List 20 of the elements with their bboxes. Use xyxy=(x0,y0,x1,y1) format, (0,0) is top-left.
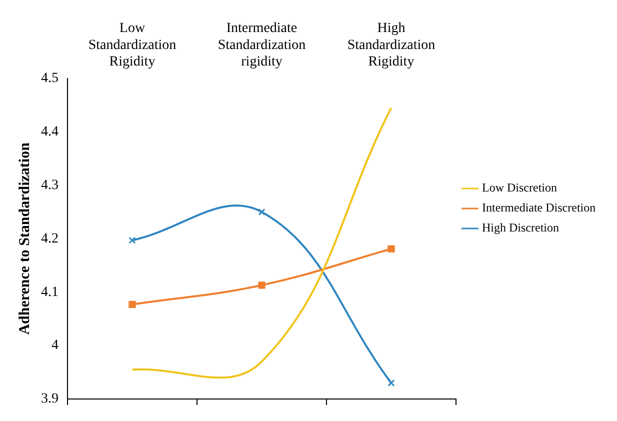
point xyxy=(388,379,395,387)
y-axis-title: Adherence to Standardization xyxy=(16,142,33,335)
y-tick-label: 4.5 xyxy=(41,71,58,86)
x-tick-label: Intermediate Standardization rigidity xyxy=(218,21,306,70)
point xyxy=(258,282,266,289)
x-tick-label: High Standardization Rigidity xyxy=(347,21,436,70)
y-tick-label: 3.9 xyxy=(41,392,58,407)
point xyxy=(388,245,395,252)
legend-label: High Discretion xyxy=(482,220,559,235)
legend-label: Intermediate Discretion xyxy=(482,200,596,215)
y-tick-label: 4.2 xyxy=(41,231,58,246)
point xyxy=(128,300,136,308)
y-tick-label: 4.3 xyxy=(41,178,58,193)
legend-label: Low Discretion xyxy=(482,180,557,195)
y-tick-label: 4.1 xyxy=(41,284,58,300)
y-tick-label: 4.4 xyxy=(41,124,58,140)
point xyxy=(258,208,266,216)
point xyxy=(128,236,136,244)
x-tick-label: Low Standardization Rigidity xyxy=(88,21,176,70)
y-tick-label: 4 xyxy=(52,338,58,354)
